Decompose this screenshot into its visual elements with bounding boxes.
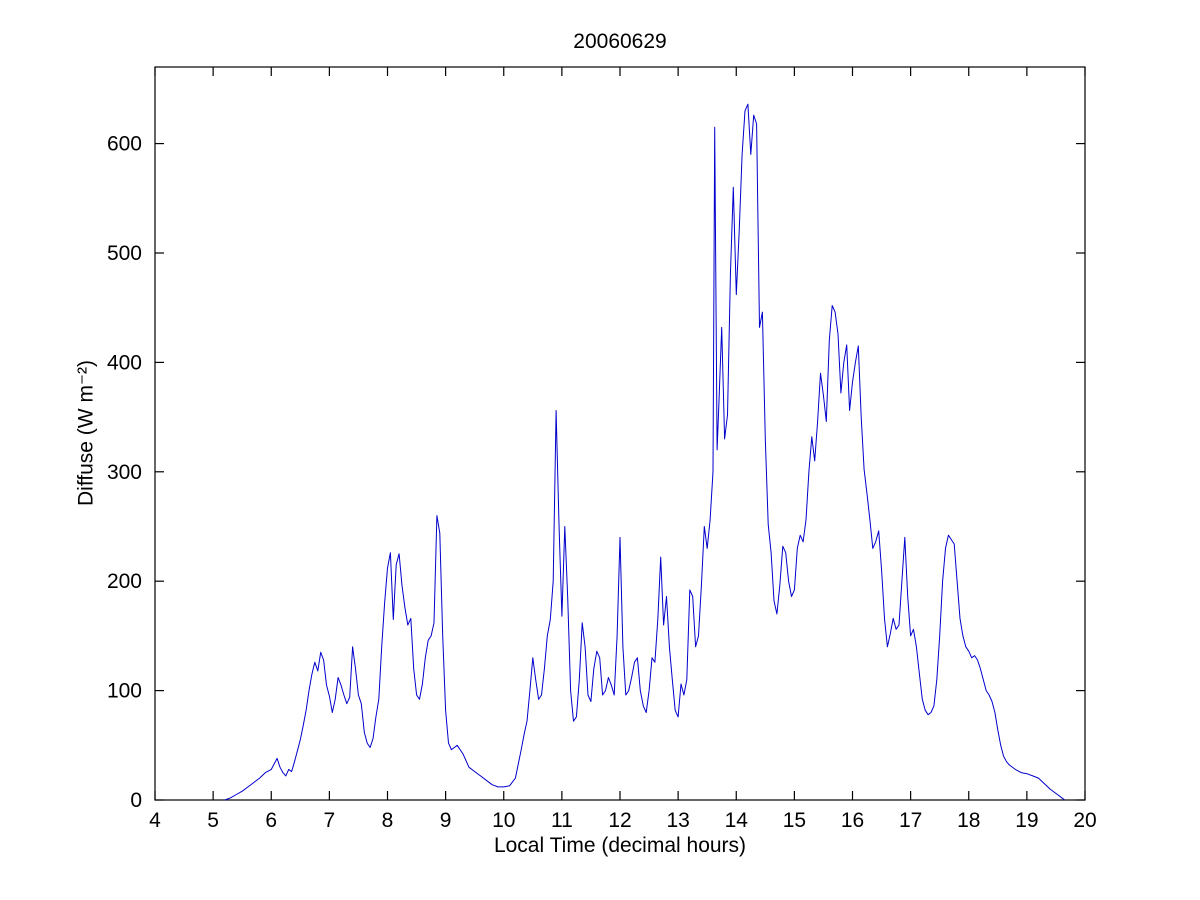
y-tick-label: 600 <box>107 133 142 156</box>
x-tick-label: 8 <box>382 809 394 832</box>
x-tick-label: 15 <box>783 809 806 832</box>
y-tick-label: 0 <box>130 789 142 812</box>
data-line <box>224 103 1066 801</box>
x-tick-label: 10 <box>492 809 515 832</box>
x-tick-label: 19 <box>1015 809 1038 832</box>
axes-box <box>154 66 1086 801</box>
x-tick-label: 9 <box>440 809 452 832</box>
x-tick-label: 5 <box>207 809 219 832</box>
y-tick-label: 400 <box>107 351 142 374</box>
x-tick-label: 20 <box>1073 809 1096 832</box>
x-tick-label: 7 <box>324 809 336 832</box>
x-tick-label: 11 <box>551 809 573 832</box>
chart-title: 20060629 <box>573 30 667 53</box>
y-tick-label: 100 <box>107 680 142 703</box>
y-tick-label: 500 <box>107 242 142 265</box>
y-tick-label: 300 <box>107 461 142 484</box>
x-tick-label: 14 <box>725 809 749 832</box>
x-tick-label: 16 <box>841 809 864 832</box>
x-axis-label: Local Time (decimal hours) <box>493 834 747 857</box>
y-tick-label: 200 <box>107 570 142 593</box>
x-tick-label: 13 <box>666 809 689 832</box>
x-tick-label: 6 <box>265 809 277 832</box>
x-tick-label: 4 <box>149 809 161 832</box>
x-tick-label: 18 <box>957 809 980 832</box>
x-tick-label: 12 <box>608 809 631 832</box>
x-tick-label: 17 <box>899 809 922 832</box>
